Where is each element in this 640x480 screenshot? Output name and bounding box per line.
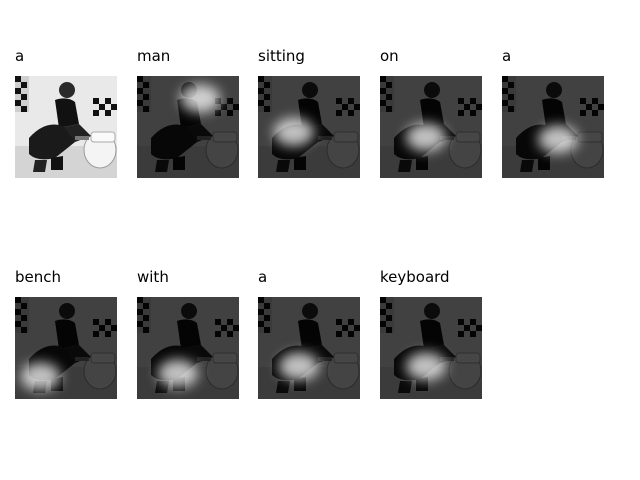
attention-highlight	[157, 359, 198, 388]
attention-map	[380, 76, 482, 178]
attention-highlight	[405, 123, 446, 152]
attention-map	[137, 297, 239, 399]
caption-word: a	[258, 268, 268, 286]
caption-word: man	[137, 47, 171, 65]
attention-highlight	[278, 352, 319, 381]
caption-word: a	[502, 47, 512, 65]
attention-map	[258, 297, 360, 399]
caption-word: with	[137, 268, 169, 286]
caption-word: sitting	[258, 47, 305, 65]
attention-map	[137, 76, 239, 178]
attention-highlight	[405, 352, 446, 381]
attention-highlight	[538, 125, 579, 154]
caption-word: bench	[15, 268, 62, 286]
attention-highlight	[20, 362, 61, 391]
attention-map	[15, 297, 117, 399]
attention-map	[380, 297, 482, 399]
attention-map	[502, 76, 604, 178]
attention-highlight	[180, 84, 221, 113]
original-image	[15, 76, 117, 178]
attention-map	[258, 76, 360, 178]
attention-highlight	[273, 118, 314, 147]
caption-word: on	[380, 47, 399, 65]
caption-word: keyboard	[380, 268, 450, 286]
caption-word: a	[15, 47, 25, 65]
